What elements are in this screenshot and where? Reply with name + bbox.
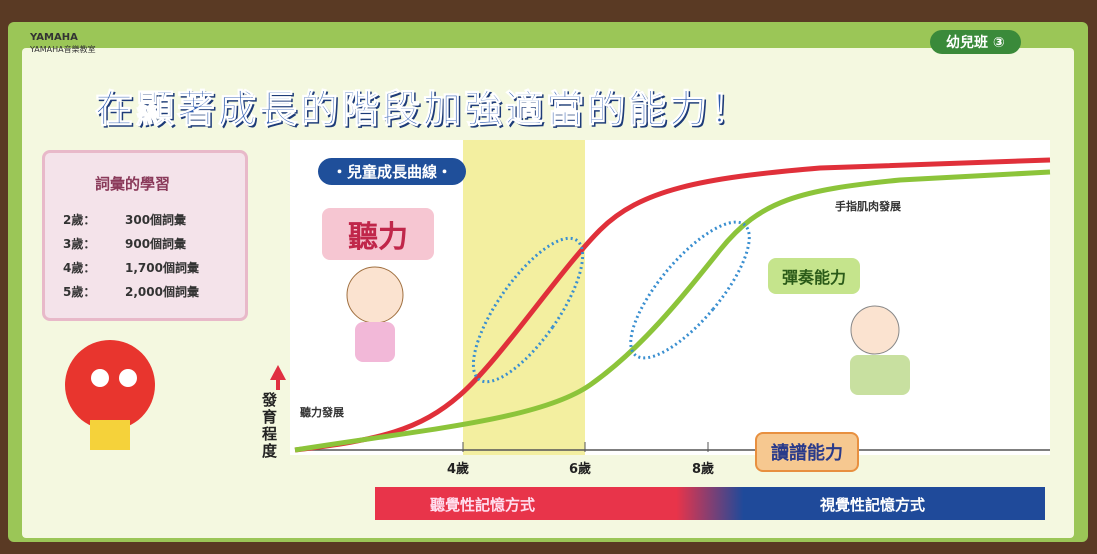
memory-bar bbox=[375, 487, 1045, 520]
boy bbox=[850, 305, 900, 355]
vocab-count: 300個詞彙 bbox=[125, 213, 187, 227]
badge: 幼兒班 ③ bbox=[930, 30, 1021, 54]
vocab-title: 詞彙的學習 bbox=[95, 175, 171, 193]
x-tick-label: 4歲 bbox=[447, 462, 470, 477]
vocab-age: 3歲： bbox=[63, 237, 96, 251]
focus-ring bbox=[629, 220, 751, 360]
highlight-band bbox=[463, 140, 585, 455]
boy-body bbox=[850, 355, 910, 395]
visual-label: 視覺性記憶方式 bbox=[820, 496, 926, 514]
hearing-note: 聽力發展 bbox=[300, 406, 344, 419]
brand: YAMAHA bbox=[30, 32, 78, 43]
eye bbox=[119, 369, 137, 387]
x-tick-label: 8歲 bbox=[692, 462, 715, 477]
up-arrow bbox=[270, 365, 286, 380]
up-arrow-stem bbox=[276, 378, 280, 390]
hearing-callout: 聽力 bbox=[322, 208, 434, 260]
y-axis-label: 發育程度 bbox=[262, 391, 278, 460]
vocab-count: 2,000個詞彙 bbox=[125, 285, 199, 299]
finger-note: 手指肌肉發展 bbox=[835, 200, 901, 213]
apple-mascot bbox=[65, 340, 155, 430]
mascot-body bbox=[90, 420, 130, 450]
playing-curve bbox=[294, 169, 1051, 453]
vocab-age: 5歲： bbox=[63, 285, 96, 299]
girl-body bbox=[355, 322, 395, 362]
girl bbox=[346, 266, 404, 324]
playing-callout: 彈奏能力 bbox=[768, 258, 861, 294]
hearing-curve bbox=[294, 157, 1051, 453]
vocab-count: 1,700個詞彙 bbox=[125, 261, 199, 275]
panel-label: ・兒童成長曲線・ bbox=[318, 158, 467, 185]
reading-callout: 讀譜能力 bbox=[755, 432, 859, 472]
vocab-age: 2歲： bbox=[63, 213, 96, 227]
title: 在顯著成長的階段加強適當的能力！ bbox=[95, 87, 752, 132]
auditory-label: 聽覺性記憶方式 bbox=[430, 496, 536, 514]
x-tick-label: 6歲 bbox=[569, 462, 592, 477]
vocab-count: 900個詞彙 bbox=[125, 237, 187, 251]
vocab-age: 4歲： bbox=[63, 261, 96, 275]
school: YAMAHA音樂教室 bbox=[30, 45, 96, 54]
focus-ring bbox=[471, 236, 585, 384]
vocab-box: 詞彙的學習 2歲： 300個詞彙 3歲： 900個詞彙 4歲： 1,700個詞彙 5歲： 2,… bbox=[42, 150, 248, 321]
eye bbox=[91, 369, 109, 387]
